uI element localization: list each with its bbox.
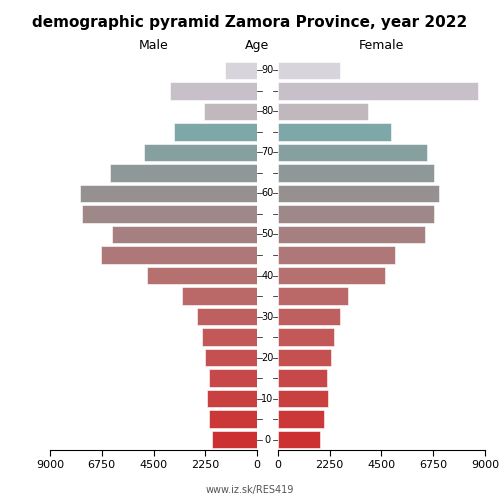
Text: 40: 40	[262, 270, 274, 280]
Bar	[170, 82, 257, 100]
Bar	[198, 308, 257, 326]
Text: Age: Age	[245, 39, 270, 52]
Bar	[278, 308, 340, 326]
Bar	[144, 144, 257, 161]
Bar	[278, 123, 390, 140]
Bar	[110, 164, 257, 182]
Text: 90: 90	[262, 66, 274, 76]
Text: 70: 70	[262, 148, 274, 158]
Bar	[278, 267, 385, 284]
Bar	[278, 144, 428, 161]
Bar	[174, 123, 257, 140]
Bar	[278, 370, 328, 387]
Text: 80: 80	[262, 106, 274, 117]
Bar	[278, 184, 439, 202]
Bar	[278, 164, 434, 182]
Bar	[206, 390, 257, 407]
Text: 30: 30	[262, 312, 274, 322]
Bar	[212, 431, 257, 448]
Bar	[225, 62, 257, 79]
Text: 60: 60	[262, 188, 274, 198]
Bar	[278, 431, 320, 448]
Text: Male: Male	[138, 39, 168, 52]
Bar	[182, 288, 257, 305]
Bar	[82, 205, 257, 222]
Bar	[278, 328, 334, 346]
Text: Female: Female	[358, 39, 404, 52]
Bar	[209, 410, 257, 428]
Bar	[278, 82, 478, 100]
Text: demographic pyramid Zamora Province, year 2022: demographic pyramid Zamora Province, yea…	[32, 15, 468, 30]
Bar	[278, 410, 324, 428]
Bar	[278, 246, 395, 264]
Bar	[278, 390, 328, 407]
Text: 0: 0	[264, 434, 270, 444]
Bar	[204, 102, 257, 120]
Bar	[278, 62, 340, 79]
Bar	[112, 226, 257, 243]
Bar	[278, 205, 434, 222]
Bar	[278, 288, 348, 305]
Text: 50: 50	[262, 230, 274, 239]
Bar	[202, 328, 257, 346]
Text: 10: 10	[262, 394, 274, 404]
Bar	[278, 349, 331, 366]
Text: www.iz.sk/RES419: www.iz.sk/RES419	[206, 485, 294, 495]
Bar	[278, 102, 368, 120]
Bar	[80, 184, 257, 202]
Bar	[100, 246, 257, 264]
Bar	[146, 267, 257, 284]
Bar	[209, 370, 257, 387]
Text: 20: 20	[262, 352, 274, 362]
Bar	[278, 226, 425, 243]
Bar	[206, 349, 257, 366]
